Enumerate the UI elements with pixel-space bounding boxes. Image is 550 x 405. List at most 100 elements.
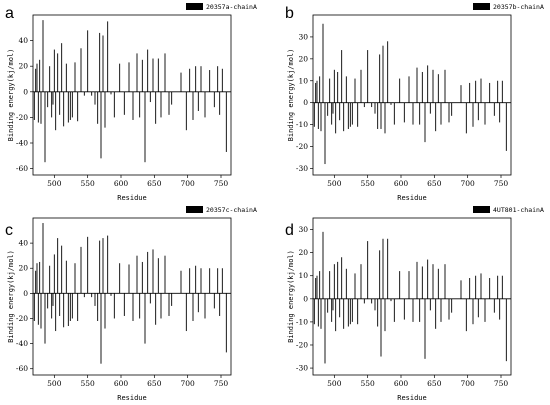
y-tick-label: 0: [23, 87, 28, 96]
bar: [80, 48, 82, 92]
bar: [444, 264, 446, 299]
bar: [424, 298, 426, 359]
y-tick-label: 20: [298, 54, 308, 63]
bar: [189, 68, 191, 92]
x-axis-label: Residue: [117, 194, 147, 202]
bar: [155, 91, 157, 124]
bar: [168, 91, 170, 115]
y-tick-label: -40: [16, 339, 28, 348]
bar: [52, 91, 54, 105]
bar: [44, 293, 46, 344]
x-tick-label: 550: [361, 379, 376, 388]
bar: [139, 293, 141, 319]
bar: [123, 91, 125, 115]
bar: [63, 91, 65, 127]
bar: [435, 102, 437, 132]
bar: [110, 91, 112, 95]
bar: [197, 91, 199, 111]
y-axis-label: Binding energy(kj/mol): [7, 49, 15, 142]
bar: [51, 91, 53, 118]
bar: [343, 298, 345, 329]
bar: [313, 298, 315, 325]
bar: [337, 71, 339, 103]
bar: [195, 265, 197, 294]
bar: [472, 298, 474, 325]
bar: [71, 91, 73, 118]
x-tick-label: 500: [327, 179, 342, 188]
y-tick-label: 10: [298, 76, 308, 85]
bar: [484, 298, 486, 322]
bar: [147, 49, 149, 92]
panel-letter: d: [285, 222, 294, 239]
bar: [419, 298, 421, 322]
x-tick-label: 650: [427, 179, 442, 188]
legend-swatch: [186, 3, 203, 10]
bar: [69, 91, 71, 120]
bar: [347, 102, 349, 129]
x-tick-label: 600: [114, 379, 129, 388]
bar: [144, 293, 146, 344]
bar: [390, 102, 392, 105]
bar: [377, 298, 379, 327]
bar: [94, 293, 96, 306]
bar: [65, 260, 67, 294]
bar: [351, 102, 353, 125]
bar: [225, 293, 227, 353]
bar: [317, 102, 319, 129]
bar: [499, 102, 501, 123]
bar: [477, 298, 479, 318]
bar: [408, 76, 410, 103]
bar: [35, 270, 37, 294]
bar: [99, 240, 101, 294]
bar: [429, 102, 431, 114]
bar: [501, 275, 503, 299]
x-tick-label: 700: [461, 179, 476, 188]
bar: [484, 102, 486, 125]
plot-frame: [312, 14, 512, 176]
bar: [104, 91, 106, 128]
bar: [505, 102, 507, 151]
y-axis-label: Binding energy(kj/mol): [7, 250, 15, 343]
bar: [412, 298, 414, 322]
bar: [331, 298, 333, 322]
bar: [339, 298, 341, 318]
bar: [489, 82, 491, 103]
plot-frame: [312, 217, 512, 376]
bar: [320, 102, 322, 132]
bar: [354, 273, 356, 299]
y-tick-label: -40: [16, 139, 28, 148]
bar: [329, 78, 331, 103]
bar: [147, 251, 149, 294]
bar: [189, 268, 191, 294]
bar: [195, 66, 197, 92]
bar: [213, 91, 215, 108]
bar: [322, 231, 324, 299]
bar: [168, 293, 170, 316]
bar: [319, 76, 321, 103]
bar: [360, 264, 362, 299]
bar: [157, 258, 159, 294]
bar: [69, 293, 71, 321]
bar: [63, 293, 65, 328]
x-tick-label: 650: [147, 379, 162, 388]
bar: [393, 102, 395, 125]
bar: [341, 50, 343, 103]
y-tick-label: 0: [303, 294, 308, 303]
chart-panel-a: a 20357a-chainA 500 550 600 650 700 750 -60 -40 -2…: [5, 3, 257, 202]
x-tick-label: 700: [461, 379, 476, 388]
bar: [136, 53, 138, 92]
y-tick-label: 10: [298, 271, 308, 280]
bar: [77, 91, 79, 122]
bar: [213, 293, 215, 309]
bar: [377, 102, 379, 129]
bar: [36, 263, 38, 294]
bar: [408, 271, 410, 299]
bar: [139, 91, 141, 118]
y-tick-label: 20: [298, 248, 308, 257]
bar: [67, 293, 69, 327]
bar: [102, 238, 104, 294]
bar: [171, 293, 173, 306]
bar: [71, 293, 73, 319]
bar: [74, 263, 76, 294]
bar: [339, 102, 341, 121]
